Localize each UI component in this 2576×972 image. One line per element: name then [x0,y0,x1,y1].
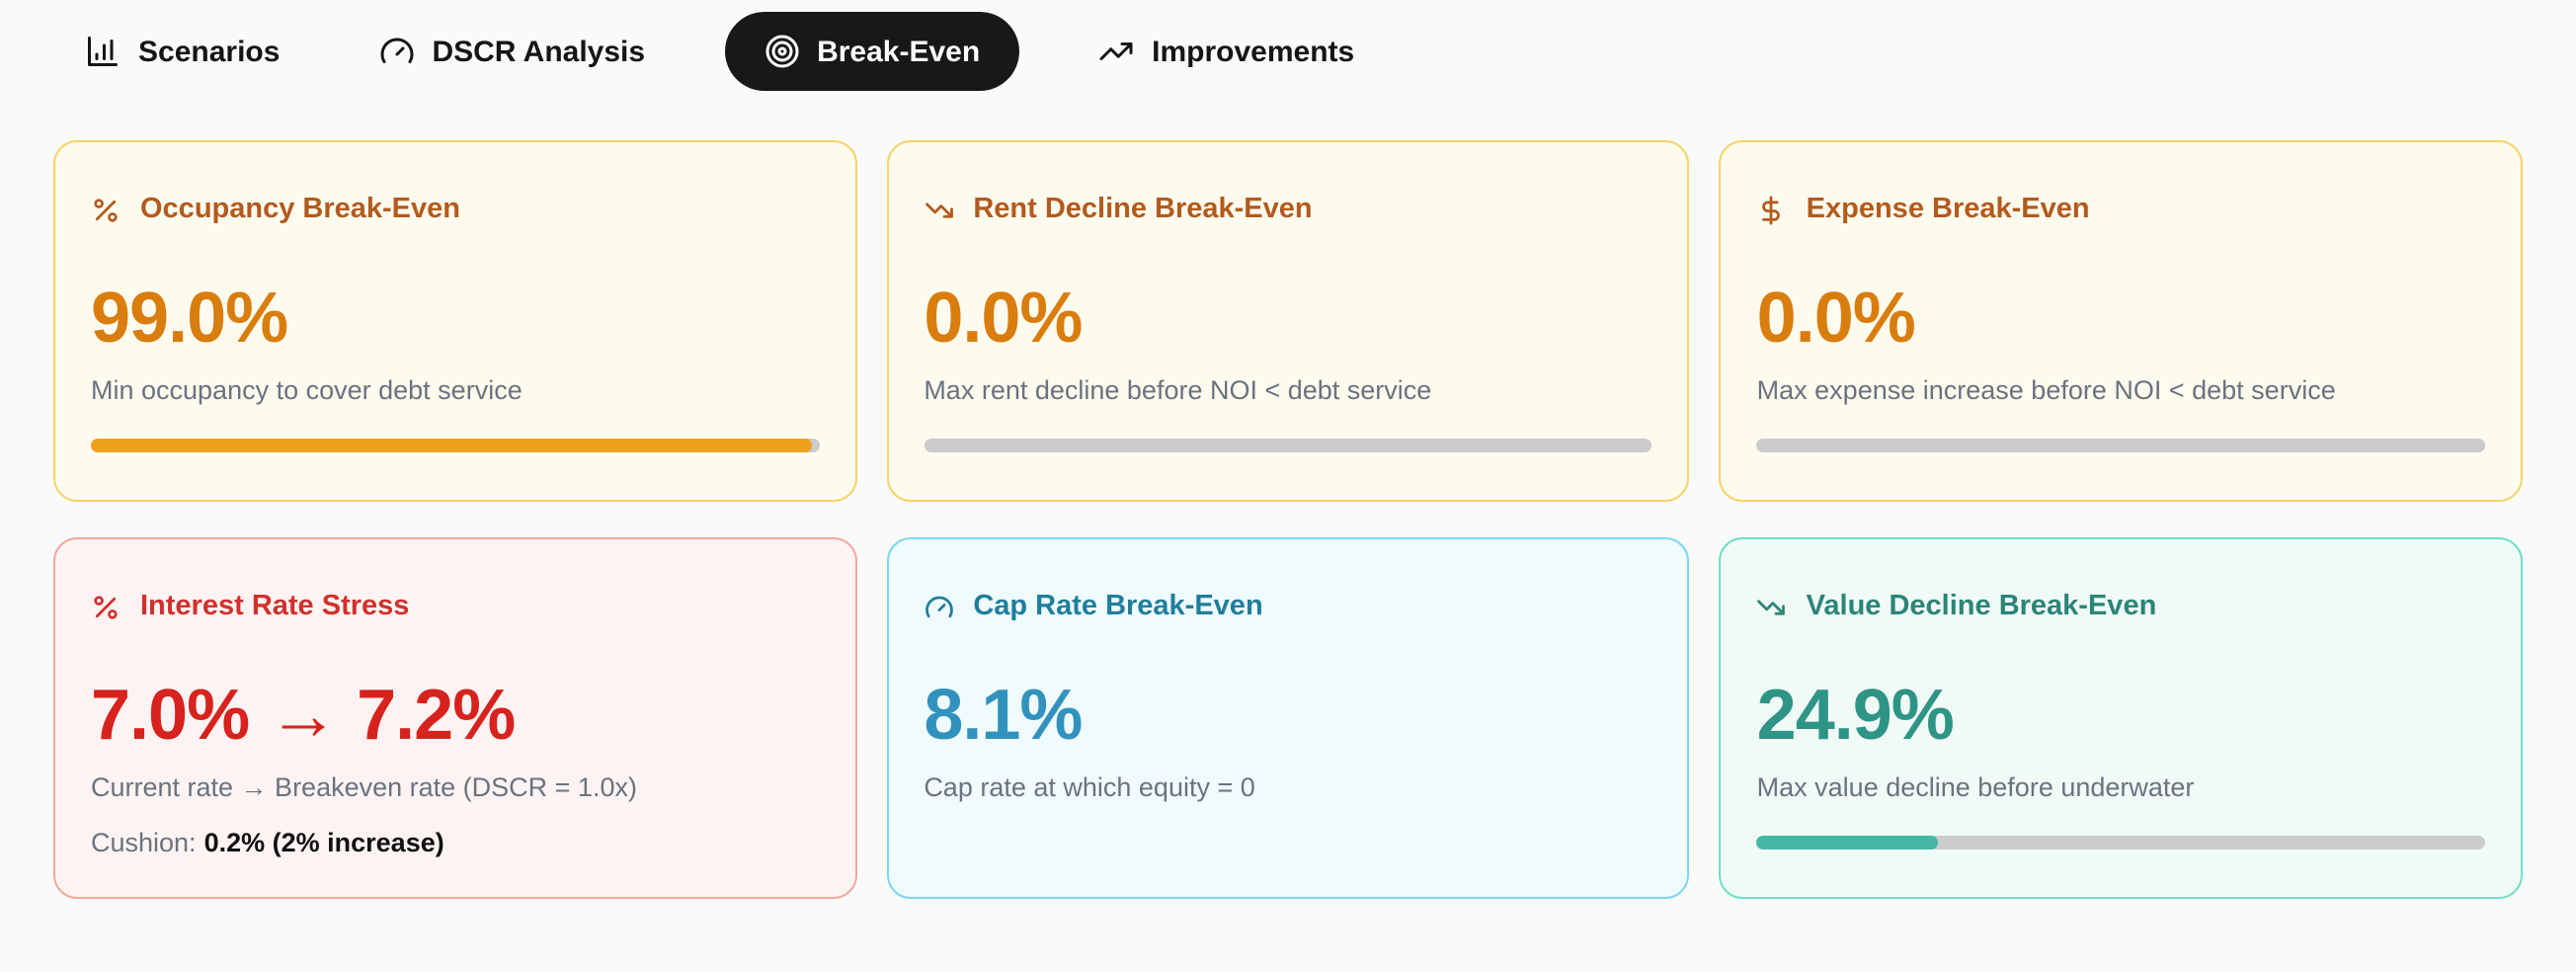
progress-track [1756,835,2485,850]
break-even-cards-grid: Occupancy Break-Even 99.0% Min occupancy… [53,140,2523,899]
cushion-value: 0.2% (2% increase) [203,827,444,857]
tab-improvements[interactable]: Improvements [1079,12,1374,91]
metric-description: Max value decline before underwater [1756,771,2195,802]
metric-description: Cap rate at which equity = 0 [924,771,1255,802]
card-header: Rent Decline Break-Even [924,194,1651,225]
progress-track [91,438,820,452]
bar-chart-icon [88,37,118,66]
card-value-decline-break-even: Value Decline Break-Even 24.9% Max value… [1719,537,2523,899]
card-title: Interest Rate Stress [140,591,410,622]
card-header: Expense Break-Even [1757,194,2485,225]
tab-label: Break-Even [817,35,981,68]
card-header: Value Decline Break-Even [1757,591,2485,622]
metric-value: 0.0% [1756,277,1916,358]
metric-description: Max rent decline before NOI < debt servi… [924,374,1432,405]
progress-track [1756,438,2485,452]
percent-icon [94,198,118,221]
card-header: Interest Rate Stress [91,591,819,622]
card-rent-decline-break-even: Rent Decline Break-Even 0.0% Max rent de… [886,140,1690,502]
tab-label: Scenarios [138,35,281,68]
tab-label: Improvements [1152,35,1355,68]
card-occupancy-break-even: Occupancy Break-Even 99.0% Min occupancy… [53,140,857,502]
trending-up-icon [1099,42,1133,60]
card-header: Cap Rate Break-Even [924,591,1651,622]
cushion-label: Cushion: [91,827,197,857]
trending-down-icon [925,202,953,217]
metric-value: 0.0% [924,277,1083,358]
card-interest-rate-stress: Interest Rate Stress 7.0% → 7.2% Current… [53,537,857,899]
percent-icon [94,595,118,618]
gauge-icon [925,595,953,617]
card-title: Expense Break-Even [1806,194,2090,225]
card-title: Occupancy Break-Even [140,194,460,225]
target-icon [765,35,798,68]
progress-fill [1756,835,1939,850]
metric-value: 7.0% → 7.2% [91,674,516,755]
metric-value: 24.9% [1756,674,1955,755]
tab-scenarios[interactable]: Scenarios [65,12,299,91]
metric-description: Min occupancy to cover debt service [91,374,523,405]
tab-label: DSCR Analysis [432,35,646,68]
metric-value: 8.1% [924,674,1083,755]
card-title: Cap Rate Break-Even [973,591,1263,622]
card-title: Value Decline Break-Even [1806,591,2157,622]
card-cap-rate-break-even: Cap Rate Break-Even 8.1% Cap rate at whi… [886,537,1690,899]
progress-fill [91,438,812,452]
card-expense-break-even: Expense Break-Even 0.0% Max expense incr… [1719,140,2523,502]
metric-value: 99.0% [91,277,288,358]
trending-down-icon [1757,599,1786,614]
tab-dscr-analysis[interactable]: DSCR Analysis [359,12,665,91]
card-title: Rent Decline Break-Even [973,194,1313,225]
progress-track [924,438,1652,452]
tab-bar: Scenarios DSCR Analysis Break-Even Impro… [53,8,2523,95]
dollar-icon [1762,195,1781,224]
cushion-line: Cushion: 0.2% (2% increase) [91,827,819,856]
metric-description: Current rate → Breakeven rate (DSCR = 1.… [91,771,637,802]
card-header: Occupancy Break-Even [91,194,819,225]
tab-break-even[interactable]: Break-Even [724,12,1020,91]
metric-description: Max expense increase before NOI < debt s… [1756,374,2336,405]
gauge-icon [380,38,413,63]
